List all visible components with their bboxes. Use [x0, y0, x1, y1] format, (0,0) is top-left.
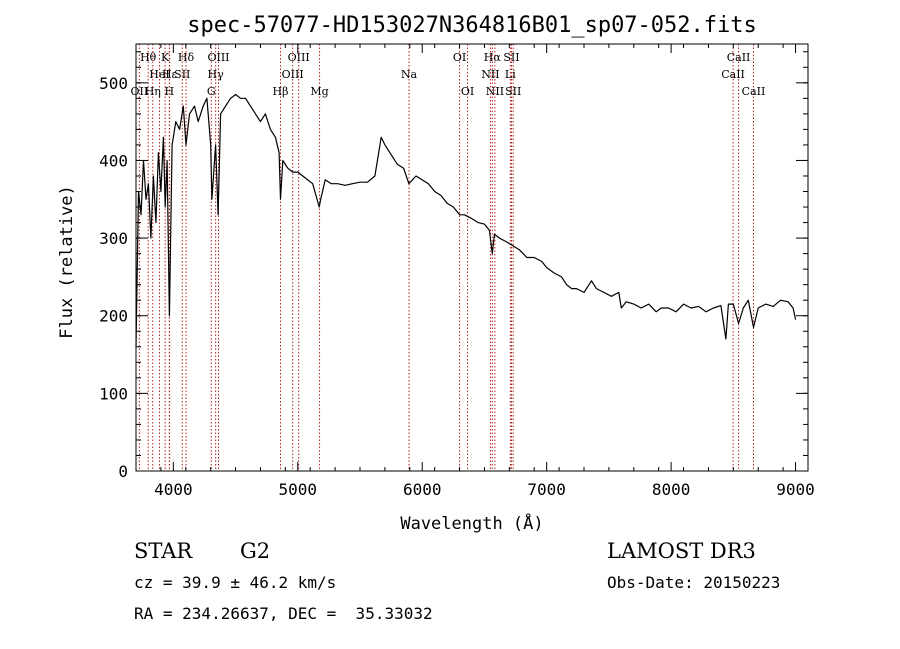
line-label: Na — [401, 68, 418, 81]
line-label: OI — [461, 85, 474, 98]
line-label: OI — [453, 51, 466, 64]
spectral-subclass: G2 — [240, 539, 271, 563]
y-tick-label: 400 — [99, 151, 128, 170]
line-label: SII — [505, 85, 521, 98]
line-label: HeI — [149, 68, 169, 81]
y-tick-label: 100 — [99, 384, 128, 403]
axes: 4000 5000 6000 7000 8000 9000 0 100 200 300 400 500 — [99, 44, 815, 499]
redshift-readout: cz = 39.9 ± 46.2 km/s — [134, 573, 337, 592]
y-tick-label: 500 — [99, 74, 128, 93]
y-axis-label: Flux (relative) — [57, 185, 77, 339]
x-tick-label: 4000 — [154, 480, 193, 499]
y-tick-label: 300 — [99, 229, 128, 248]
x-tick-label: 5000 — [279, 480, 318, 499]
x-tick-label: 9000 — [776, 480, 815, 499]
line-label: Li — [505, 68, 516, 81]
line-label: K — [161, 51, 170, 64]
line-label: NII — [486, 85, 504, 98]
object-type: STAR — [134, 539, 193, 563]
y-tick-label: 0 — [118, 462, 128, 481]
observation-date: Obs-Date: 20150223 — [607, 573, 781, 592]
spectrum-series — [135, 93, 797, 347]
plot-frame — [135, 43, 809, 472]
line-label: OII — [131, 85, 149, 98]
line-label: H — [165, 85, 175, 98]
line-label: Hε — [162, 68, 178, 81]
line-label: SII — [174, 68, 190, 81]
line-label: Hα — [484, 51, 502, 64]
line-label: NII — [481, 68, 499, 81]
x-tick-label: 8000 — [652, 480, 691, 499]
line-label: Hγ — [208, 68, 225, 81]
x-tick-label: 6000 — [403, 480, 442, 499]
line-label: SII — [503, 51, 519, 64]
spectral-line-markers — [138, 44, 754, 471]
survey-name: LAMOST DR3 — [607, 539, 756, 563]
coordinates-readout: RA = 234.26637, DEC = 35.33032 — [134, 604, 433, 623]
line-label: CaII — [727, 51, 751, 64]
chart-title: spec-57077-HD153027N364816B01_sp07-052.f… — [187, 13, 757, 38]
line-label: Mg — [310, 85, 328, 98]
line-label: OIII — [207, 51, 229, 64]
line-label: CaII — [721, 68, 745, 81]
line-label: G — [207, 85, 216, 98]
line-label: Hβ — [273, 85, 289, 98]
line-label: Hδ — [178, 51, 195, 64]
x-axis-label: Wavelength (Å) — [400, 512, 543, 534]
line-label: CaII — [742, 85, 766, 98]
line-label: OIII — [282, 68, 304, 81]
line-label: Hθ — [140, 51, 157, 64]
line-label: Hη — [145, 85, 161, 98]
line-label: OIII — [288, 51, 310, 64]
x-tick-label: 7000 — [527, 480, 566, 499]
y-tick-label: 200 — [99, 307, 128, 326]
spectrum-line — [135, 93, 797, 347]
